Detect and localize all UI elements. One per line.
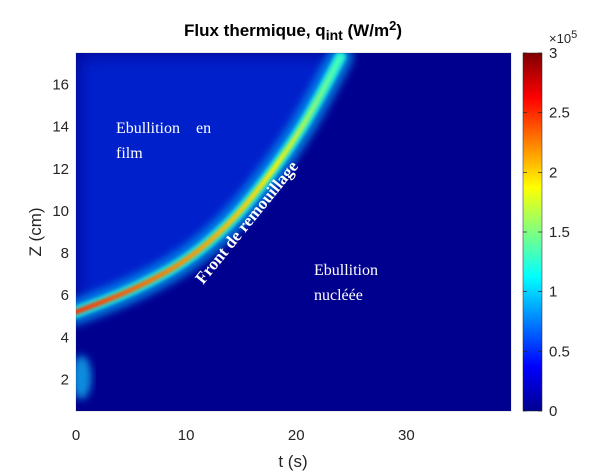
y-tick-label: 4	[61, 329, 69, 346]
y-tick-label: 14	[52, 119, 69, 136]
annotation-film-line2: film	[116, 145, 143, 162]
film-boiling-region	[76, 53, 341, 313]
annotation-nucleate-line1: Ebullition	[314, 262, 378, 279]
y-tick-label: 2	[61, 371, 69, 388]
x-tick-label: 10	[178, 427, 195, 444]
y-tick-label: 10	[52, 203, 69, 220]
colorbar-tick-labels: 0 0.5 1 1.5 2 2.5 3	[523, 45, 570, 420]
plot-frame	[75, 52, 512, 412]
x-tick-label: 20	[288, 427, 305, 444]
edge-flux-spot	[76, 355, 92, 400]
colorbar-tick-label: 3	[549, 45, 557, 62]
y-tick-label: 16	[52, 77, 69, 94]
y-tick-label: 8	[61, 245, 69, 262]
chart-title: Flux thermique, qint (W/m2)	[184, 18, 402, 42]
colorbar-tick-label: 1	[549, 284, 557, 301]
quench-front-core	[76, 54, 343, 315]
colorbar-tick-label: 2.5	[549, 105, 570, 122]
x-tick-label: 0	[72, 427, 80, 444]
colorbar-tick-label: 0	[549, 403, 557, 420]
heatmap-layers	[76, 53, 354, 400]
y-tick-label: 6	[61, 287, 69, 304]
x-tick-labels: 0 10 20 30	[72, 427, 415, 444]
x-tick-label: 30	[398, 427, 415, 444]
annotation-film-line1: Ebullition en	[116, 120, 211, 137]
colorbar-multiplier: ×105	[549, 29, 577, 46]
y-tick-labels: 2 4 6 8 10 12 14 16	[52, 77, 69, 389]
heatmap-plot-area	[76, 53, 511, 411]
y-tick-label: 12	[52, 161, 69, 178]
colorbar-tick-label: 2	[549, 164, 557, 181]
colorbar-tick-label: 1.5	[549, 224, 570, 241]
colorbar: 0 0.5 1 1.5 2 2.5 3 ×105	[522, 29, 577, 420]
x-axis-label: t (s)	[278, 452, 307, 471]
annotation-nucleate-line2: nucléée	[314, 287, 363, 304]
y-axis-label: Z (cm)	[26, 207, 45, 256]
colorbar-tick-label: 0.5	[549, 343, 570, 360]
